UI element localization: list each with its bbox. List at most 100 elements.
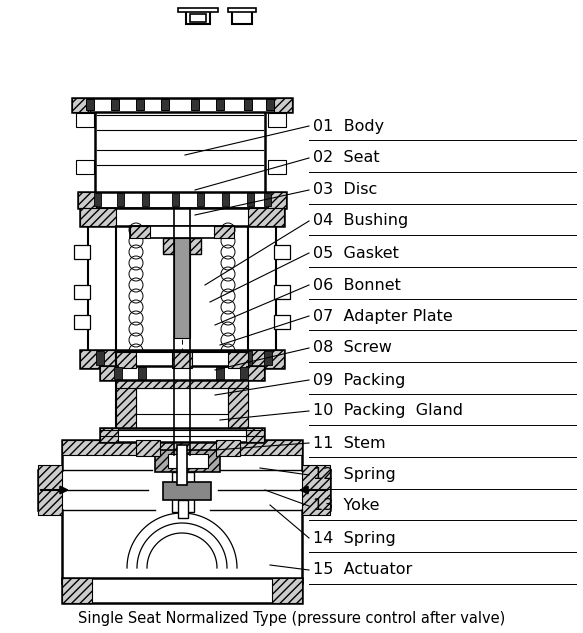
Bar [272,578,302,603]
Bar [117,193,124,206]
Bar [216,99,224,110]
Bar [76,160,94,174]
Text: 02  Seat: 02 Seat [313,151,380,165]
Bar [72,98,90,112]
Text: 06  Bonnet: 06 Bonnet [313,277,401,292]
Text: 09  Packing: 09 Packing [313,372,405,387]
Bar [74,245,90,259]
Text: 08  Screw: 08 Screw [313,341,392,356]
Bar [232,10,252,24]
Text: 10  Packing  Gland: 10 Packing Gland [313,403,463,418]
Bar [244,351,252,365]
Bar [136,440,160,456]
Bar [136,388,228,414]
Bar [172,193,179,206]
Bar [116,368,248,430]
Bar [228,8,256,12]
Text: 04  Bushing: 04 Bushing [313,213,408,229]
Bar [80,350,284,368]
Bar [76,113,94,127]
Bar [142,193,149,206]
Bar [172,352,192,368]
Text: 15  Actuator: 15 Actuator [313,563,412,577]
Bar [216,440,240,456]
Bar [155,450,220,472]
Text: 01  Body: 01 Body [313,118,384,134]
Bar [228,352,248,368]
Bar [174,238,190,338]
Bar [116,368,136,430]
Bar [100,366,118,380]
Text: 14  Spring: 14 Spring [313,530,396,546]
Bar [216,367,224,379]
Bar [186,10,210,24]
Bar [274,285,290,299]
Bar [130,226,150,238]
Bar [62,578,302,603]
Text: 07  Adapter Plate: 07 Adapter Plate [313,308,453,323]
Text: Single Seat Normalized Type (pressure control after valve): Single Seat Normalized Type (pressure co… [78,610,505,625]
Bar [190,14,206,22]
Text: 11  Stem: 11 Stem [313,436,385,451]
Bar [246,366,264,380]
Bar [222,193,229,206]
Bar [100,366,264,380]
Bar [62,440,302,455]
Bar [161,99,169,110]
Bar [240,367,248,379]
Bar [274,245,290,259]
Bar [302,465,330,515]
Bar [163,238,201,254]
Bar [168,454,208,468]
Bar [80,208,284,226]
Bar [246,428,264,442]
Bar [244,99,252,110]
Bar [94,193,101,206]
Bar [95,100,265,200]
Bar [247,193,254,206]
Bar [248,208,276,368]
Text: 03  Disc: 03 Disc [313,182,377,197]
Bar [100,428,118,442]
Bar [266,99,274,110]
Bar [178,8,218,12]
Bar [88,208,116,368]
Bar [74,285,90,299]
Text: 05  Gasket: 05 Gasket [313,246,399,261]
Bar [178,500,188,518]
Bar [62,578,92,603]
Bar [78,192,286,208]
Bar [274,98,292,112]
Bar [80,208,116,226]
Bar [214,226,234,238]
Bar [163,482,211,500]
Bar [74,315,90,329]
Bar [116,352,248,368]
Bar [191,99,199,110]
Bar [80,350,116,368]
Bar [116,351,124,365]
Bar [78,192,96,208]
Polygon shape [38,440,330,583]
Bar [248,208,284,226]
Bar [264,193,271,206]
Bar [130,226,234,238]
Bar [197,193,204,206]
Bar [38,465,62,515]
Bar [111,99,119,110]
Bar [268,113,286,127]
Bar [138,367,146,379]
Bar [100,428,264,442]
Bar [177,445,187,485]
Bar [116,352,136,368]
Bar [116,368,248,388]
Bar [172,472,194,512]
Bar [86,99,94,110]
Bar [72,98,292,112]
Bar [264,351,272,365]
Text: 13  Yoke: 13 Yoke [313,499,380,513]
Bar [228,368,248,430]
Bar [274,315,290,329]
Bar [114,367,122,379]
Bar [268,192,286,208]
